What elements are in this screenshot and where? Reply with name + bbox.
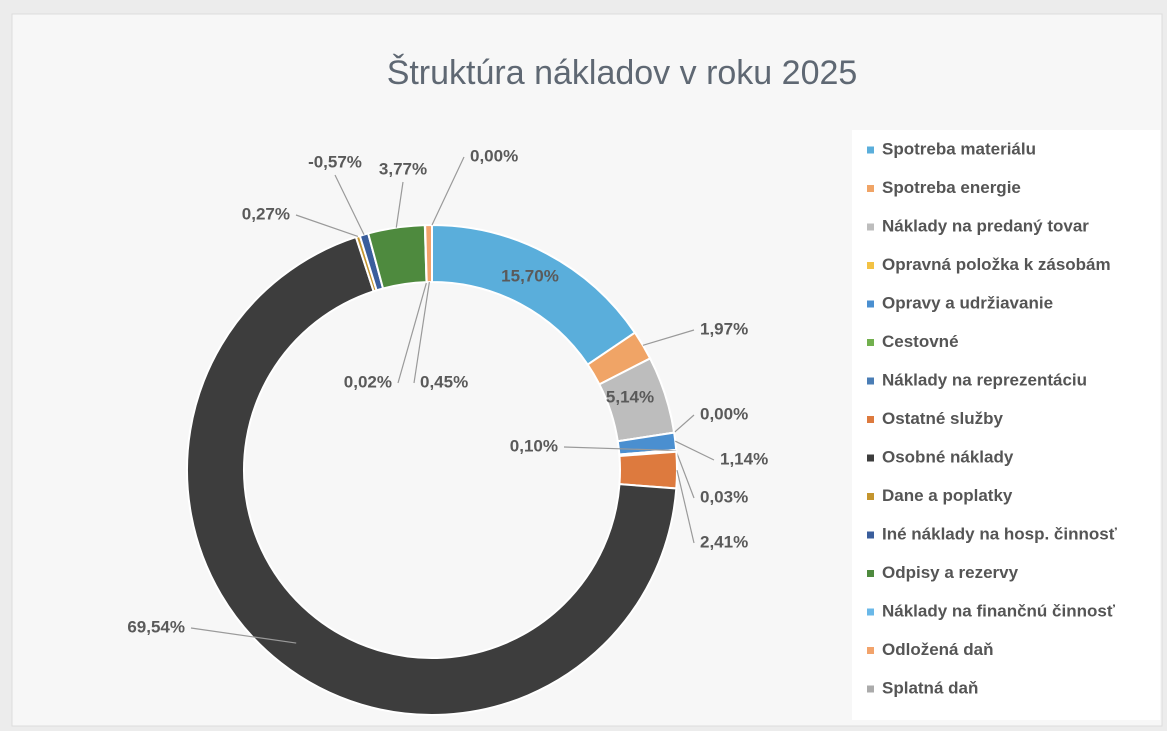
legend-swatch [867,416,874,423]
legend-swatch [867,493,874,500]
leader-line [431,156,465,226]
legend-swatch [867,223,874,231]
leader-line [190,627,297,644]
legend-swatch [867,608,874,616]
data-label: 0,00% [700,404,748,423]
legend-label: Odpisy a rezervy [882,563,1019,582]
donut-segment [186,235,678,716]
legend-label: Spotreba energie [882,178,1021,197]
data-label: 1,14% [720,449,768,468]
data-label: -0,57% [308,152,362,171]
donut-segment [424,223,433,284]
leader-line [413,281,430,384]
legend-label: Ostatné služby [882,409,1003,428]
legend-swatch [867,377,874,385]
leader-line [334,174,365,235]
data-label: 69,54% [127,617,185,636]
legend-swatch [867,531,874,539]
legend-swatch [867,570,874,577]
legend-label: Opravná položka k zásobám [882,255,1111,274]
data-label: 0,27% [242,204,290,223]
data-label: 0,45% [420,372,468,391]
legend-label: Odložená daň [882,640,993,659]
leader-line [397,281,428,384]
legend-swatch [867,300,874,308]
data-label: 0,03% [700,487,748,506]
legend-label: Splatná daň [882,678,978,697]
legend-box [852,130,1160,720]
leader-line [563,446,677,452]
legend-label: Náklady na finančnú činnosť [882,601,1116,620]
data-label: 5,14% [606,387,654,406]
data-label: 0,00% [470,146,518,165]
data-label: 0,10% [510,436,558,455]
legend-label: Iné náklady na hosp. činnosť [882,524,1118,543]
data-label: 3,77% [379,159,427,178]
legend-label: Náklady na predaný tovar [882,216,1089,235]
leader-line [395,181,404,228]
leader-line [673,414,695,434]
leader-line [675,440,715,461]
legend-label: Opravy a udržiavanie [882,293,1053,312]
legend-label: Dane a poplatky [882,486,1013,505]
leader-line [295,214,359,238]
data-label: 15,70% [501,266,559,285]
donut-segment [618,450,678,490]
legend-swatch [867,262,874,269]
legend-label: Osobné náklady [882,447,1014,466]
leader-line [675,451,695,499]
legend-swatch [867,185,874,192]
legend-label: Spotreba materiálu [882,139,1036,158]
chart-title: Štruktúra nákladov v roku 2025 [387,54,858,92]
legend-swatch [867,339,874,346]
legend-swatch [867,647,874,654]
data-label: 2,41% [700,532,748,551]
legend-swatch [867,454,874,462]
legend-swatch [867,146,874,154]
data-label: 1,97% [700,319,748,338]
leader-line [676,469,695,544]
leader-line [642,329,695,346]
legend-label: Náklady na reprezentáciu [882,370,1087,389]
legend-label: Cestovné [882,332,959,351]
data-label: 0,02% [344,372,392,391]
legend-swatch [867,685,874,693]
